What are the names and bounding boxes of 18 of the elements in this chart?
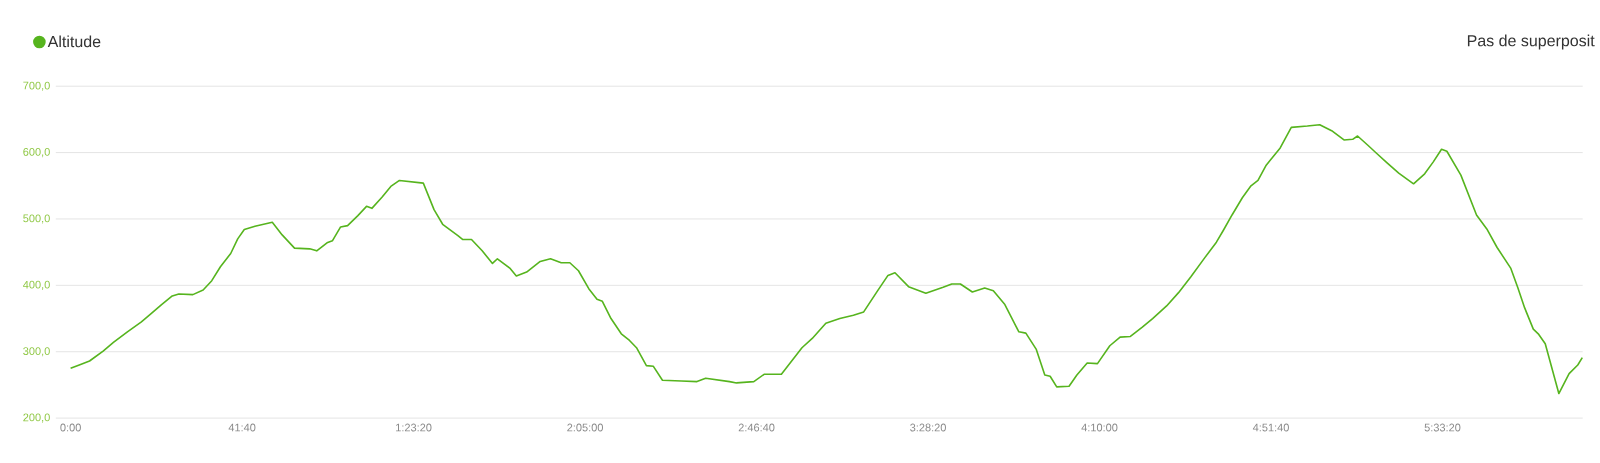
y-tick-label: 600,0 <box>23 148 50 158</box>
x-tick-label: 3:28:20 <box>910 423 946 432</box>
y-tick-label: 400,0 <box>23 280 50 290</box>
y-tick-label: 200,0 <box>23 413 50 423</box>
x-tick-label: 5:33:20 <box>1424 423 1461 432</box>
y-tick-label: 300,0 <box>23 347 50 357</box>
line-series <box>69 123 1584 395</box>
x-tick-label: 2:46:40 <box>738 423 775 432</box>
x-tick-label: 41:40 <box>228 423 256 432</box>
text: Pas de superposit <box>1467 34 1595 50</box>
x-tick-label: 1:23:20 <box>396 423 432 432</box>
x-tick-label: 4:51:40 <box>1252 423 1289 432</box>
x-tick-label: 4:10:00 <box>1081 423 1118 432</box>
y-tick-label: 500,0 <box>23 214 50 224</box>
x-tick-label: 0:00 <box>60 423 81 432</box>
legend-label: Altitude <box>47 35 101 48</box>
x-tick-label: 2:05:00 <box>567 423 603 432</box>
y-tick-label: 700,0 <box>23 81 50 91</box>
